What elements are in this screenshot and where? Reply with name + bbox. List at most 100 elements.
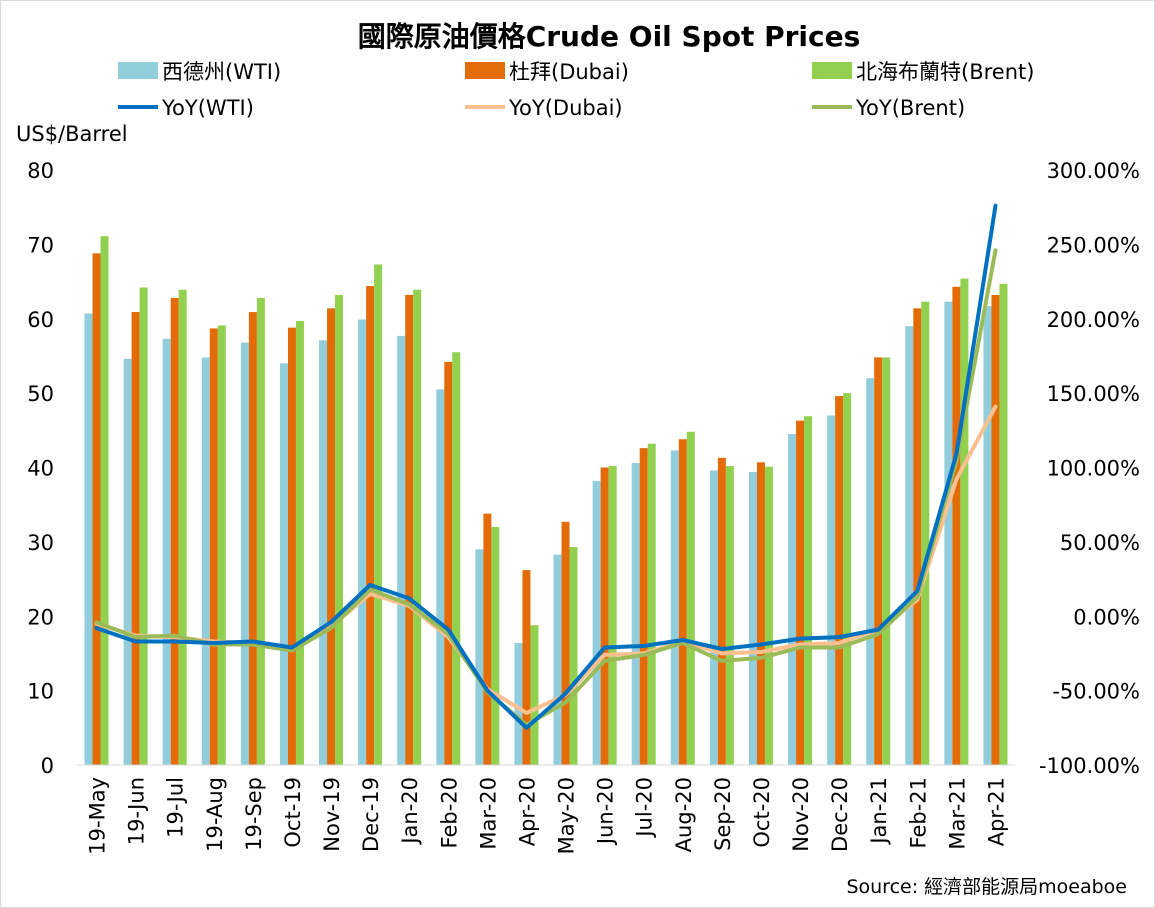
bar-2-21 xyxy=(921,301,930,765)
x-tick-label: May-20 xyxy=(555,777,579,854)
x-tick-label: Jul-20 xyxy=(633,777,657,839)
y2-tick-label: 300.00% xyxy=(1047,159,1140,183)
bar-1-9 xyxy=(444,361,453,765)
bar-2-15 xyxy=(686,431,695,765)
bar-2-7 xyxy=(374,264,383,765)
x-tick-label: Jan-21 xyxy=(867,777,891,846)
x-tick-label: 19-Jun xyxy=(125,777,149,845)
bar-1-8 xyxy=(405,294,414,765)
bar-0-12 xyxy=(553,554,562,765)
bar-2-17 xyxy=(764,466,773,765)
bar-0-19 xyxy=(827,415,836,765)
y2-tick-label: 100.00% xyxy=(1047,457,1140,481)
y-tick-label: 10 xyxy=(27,680,54,704)
x-tick-label: 19-Jul xyxy=(164,777,188,838)
legend-label-line-0: YoY(WTI) xyxy=(161,96,254,120)
y2-tick-label: -50.00% xyxy=(1052,680,1140,704)
bar-0-14 xyxy=(631,463,640,765)
bar-1-11 xyxy=(522,570,531,765)
legend-swatch-bar-2 xyxy=(812,62,852,79)
x-tick-label: 19-Sep xyxy=(242,777,266,851)
y-tick-label: 0 xyxy=(41,754,54,778)
bar-1-17 xyxy=(756,462,765,765)
bar-0-21 xyxy=(905,326,914,765)
legend-swatch-bar-0 xyxy=(118,62,158,79)
bar-0-0 xyxy=(84,313,93,765)
bar-2-12 xyxy=(569,547,578,765)
bar-1-12 xyxy=(561,521,570,765)
bar-2-16 xyxy=(725,466,734,765)
bar-0-4 xyxy=(240,342,249,765)
bar-0-8 xyxy=(397,335,406,765)
bar-1-0 xyxy=(92,253,101,766)
bar-1-10 xyxy=(483,513,492,765)
bar-1-16 xyxy=(717,457,726,765)
bar-1-19 xyxy=(835,396,844,765)
x-tick-label: Feb-20 xyxy=(437,777,461,848)
x-tick-label: Apr-21 xyxy=(985,777,1009,846)
legend-label-line-1: YoY(Dubai) xyxy=(508,96,623,120)
bar-1-3 xyxy=(209,328,218,765)
bar-2-14 xyxy=(647,443,656,765)
bar-2-19 xyxy=(843,393,852,765)
x-tick-label: Aug-20 xyxy=(672,777,696,852)
y-axis-ticks: 0 10 20 30 40 50 60 70 80 xyxy=(27,159,54,778)
bar-0-10 xyxy=(475,549,484,765)
bar-1-21 xyxy=(913,308,922,765)
legend-label-bar-0: 西德州(WTI) xyxy=(162,60,281,84)
bar-2-6 xyxy=(335,294,344,765)
line-series-0 xyxy=(94,203,998,730)
y-tick-label: 50 xyxy=(27,382,54,406)
legend-label-bar-2: 北海布蘭特(Brent) xyxy=(856,60,1034,84)
bar-0-15 xyxy=(670,450,679,765)
x-tick-label: Nov-20 xyxy=(789,777,813,852)
bar-0-3 xyxy=(201,357,210,765)
line-series-2 xyxy=(94,248,998,727)
y-tick-label: 80 xyxy=(27,159,54,183)
x-tick-label: Oct-19 xyxy=(281,777,305,848)
bar-1-23 xyxy=(991,294,1000,765)
bar-1-5 xyxy=(287,327,296,765)
bar-0-23 xyxy=(983,306,992,765)
x-tick-label: Nov-19 xyxy=(320,777,344,852)
y2-tick-label: 200.00% xyxy=(1047,308,1140,332)
x-tick-label: Oct-20 xyxy=(750,777,774,848)
y-tick-label: 30 xyxy=(27,531,54,555)
x-tick-label: Mar-21 xyxy=(945,777,969,850)
bar-2-4 xyxy=(256,297,265,765)
y-tick-label: 70 xyxy=(27,233,54,257)
y2-tick-label: 50.00% xyxy=(1060,531,1140,555)
y2-tick-label: 250.00% xyxy=(1047,233,1140,257)
bar-1-7 xyxy=(366,286,375,765)
bar-1-18 xyxy=(796,420,805,765)
bar-2-22 xyxy=(960,278,969,765)
x-tick-label: Feb-21 xyxy=(906,777,930,848)
bar-1-13 xyxy=(600,467,609,765)
bar-0-13 xyxy=(592,480,601,765)
bar-0-22 xyxy=(944,301,953,765)
bar-1-2 xyxy=(170,297,179,765)
line-series-group xyxy=(94,203,998,730)
y-tick-label: 40 xyxy=(27,457,54,481)
x-tick-label: 19-Aug xyxy=(203,777,227,852)
bar-0-16 xyxy=(709,470,718,765)
bar-0-1 xyxy=(123,358,132,765)
y-tick-label: 20 xyxy=(27,605,54,629)
legend: 西德州(WTI) 杜拜(Dubai) 北海布蘭特(Brent) YoY(WTI) YoY… xyxy=(118,60,1034,120)
y-axis-label: US$/Barrel xyxy=(16,122,128,146)
x-tick-label: Apr-20 xyxy=(516,777,540,846)
chart-title: 國際原油價格Crude Oil Spot Prices xyxy=(358,20,861,53)
bar-1-4 xyxy=(248,312,257,765)
bar-0-2 xyxy=(162,338,171,765)
bar-2-3 xyxy=(217,325,226,765)
x-tick-label: Dec-19 xyxy=(359,777,383,852)
x-tick-label: Dec-20 xyxy=(828,777,852,852)
bar-0-18 xyxy=(788,434,797,765)
y2-tick-label: -100.00% xyxy=(1039,754,1140,778)
legend-label-line-2: YoY(Brent) xyxy=(855,96,965,120)
bar-2-2 xyxy=(178,289,187,765)
bar-1-22 xyxy=(952,286,961,765)
bar-1-20 xyxy=(874,357,883,765)
